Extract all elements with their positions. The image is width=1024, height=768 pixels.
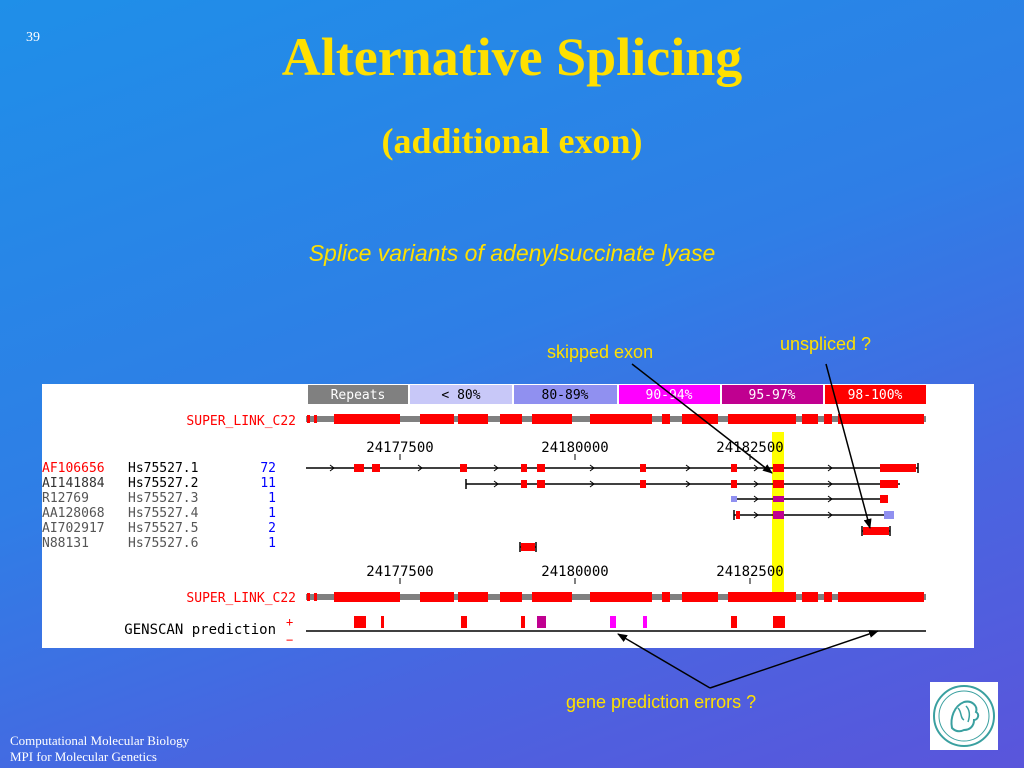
row-count: 1 (268, 536, 276, 551)
annotation-skipped-exon: skipped exon (547, 342, 654, 362)
legend-swatch-80-89 (514, 385, 617, 404)
row-count: 72 (260, 461, 276, 476)
coordinate-label-3: 24182500 (716, 564, 783, 580)
row-cluster[interactable]: Hs75527.2 (128, 476, 198, 491)
row-accession[interactable]: AA128068 (42, 506, 105, 521)
row-count: 11 (260, 476, 276, 491)
row-cluster[interactable]: Hs75527.3 (128, 491, 198, 506)
coordinate-label-2: 24180000 (541, 564, 608, 580)
arrow-skipped-exon (631, 363, 773, 474)
coordinate-label-1: 24177500 (366, 564, 433, 580)
arrow-error-1 (617, 633, 711, 689)
row-accession[interactable]: AI702917 (42, 521, 105, 536)
legend-label-lt80: < 80% (441, 388, 480, 403)
annotation-gene-prediction-errors: gene prediction errors ? (566, 692, 757, 712)
transcript-row (861, 526, 891, 536)
track-label-top: SUPER_LINK_C22 (186, 414, 296, 429)
transcript-row (519, 542, 537, 552)
genome-browser-panel: Repeats < 80% 80-89% 90-94% 95-97% 98-10… (42, 384, 974, 648)
slide-subtitle: (additional exon) (381, 121, 643, 161)
slide-number: 39 (26, 30, 40, 45)
genome-browser-svg: Repeats < 80% 80-89% 90-94% 95-97% 98-10… (42, 385, 926, 647)
row-cluster[interactable]: Hs75527.5 (128, 521, 198, 536)
arrow-unspliced (825, 363, 872, 529)
slide-title: Alternative Splicing (281, 27, 743, 87)
figure-caption: Splice variants of adenylsuccinate lyase (308, 240, 716, 266)
annotation-unspliced: unspliced ? (780, 334, 872, 354)
legend-swatch-98-100 (825, 385, 926, 404)
strand-plus: + (286, 615, 293, 629)
legend-label-90-94: 90-94% (646, 388, 693, 403)
super-link-track-bottom (306, 592, 926, 602)
row-cluster[interactable]: Hs75527.1 (128, 461, 198, 476)
genscan-prediction-track (306, 616, 926, 632)
row-count: 1 (268, 491, 276, 506)
transcript-row (306, 463, 919, 473)
super-link-track-top (306, 414, 926, 424)
transcript-row (733, 510, 894, 520)
transcript-row (465, 479, 900, 489)
row-count: 2 (268, 521, 276, 536)
track-label-bottom: SUPER_LINK_C22 (186, 591, 296, 606)
mpg-logo (930, 682, 998, 750)
legend-swatch-lt80 (410, 385, 512, 404)
coordinate-label-1: 24177500 (366, 440, 433, 456)
row-accession[interactable]: N88131 (42, 536, 89, 551)
row-accession[interactable]: AF106656 (42, 461, 105, 476)
legend-label-80-89: 80-89% (542, 388, 589, 403)
footer-line-2: MPI for Molecular Genetics (10, 749, 157, 764)
arrow-error-2 (709, 630, 879, 689)
minerva-logo-icon (933, 685, 995, 747)
footer-line-1: Computational Molecular Biology (10, 733, 190, 748)
legend-label-repeats: Repeats (331, 388, 386, 403)
row-accession[interactable]: R12769 (42, 491, 89, 506)
strand-minus: − (286, 633, 293, 647)
legend-swatch-repeats (308, 385, 408, 404)
legend-label-95-97: 95-97% (749, 388, 796, 403)
row-cluster[interactable]: Hs75527.4 (128, 506, 199, 521)
row-cluster[interactable]: Hs75527.6 (128, 536, 198, 551)
row-accession[interactable]: AI141884 (42, 476, 105, 491)
legend: Repeats < 80% 80-89% 90-94% 95-97% 98-10… (308, 385, 926, 404)
legend-swatch-90-94 (619, 385, 720, 404)
genscan-label: GENSCAN prediction (124, 622, 276, 638)
coordinate-label-3: 24182500 (716, 440, 783, 456)
legend-swatch-95-97 (722, 385, 823, 404)
legend-label-98-100: 98-100% (848, 388, 903, 403)
coordinate-label-2: 24180000 (541, 440, 608, 456)
row-count: 1 (268, 506, 276, 521)
